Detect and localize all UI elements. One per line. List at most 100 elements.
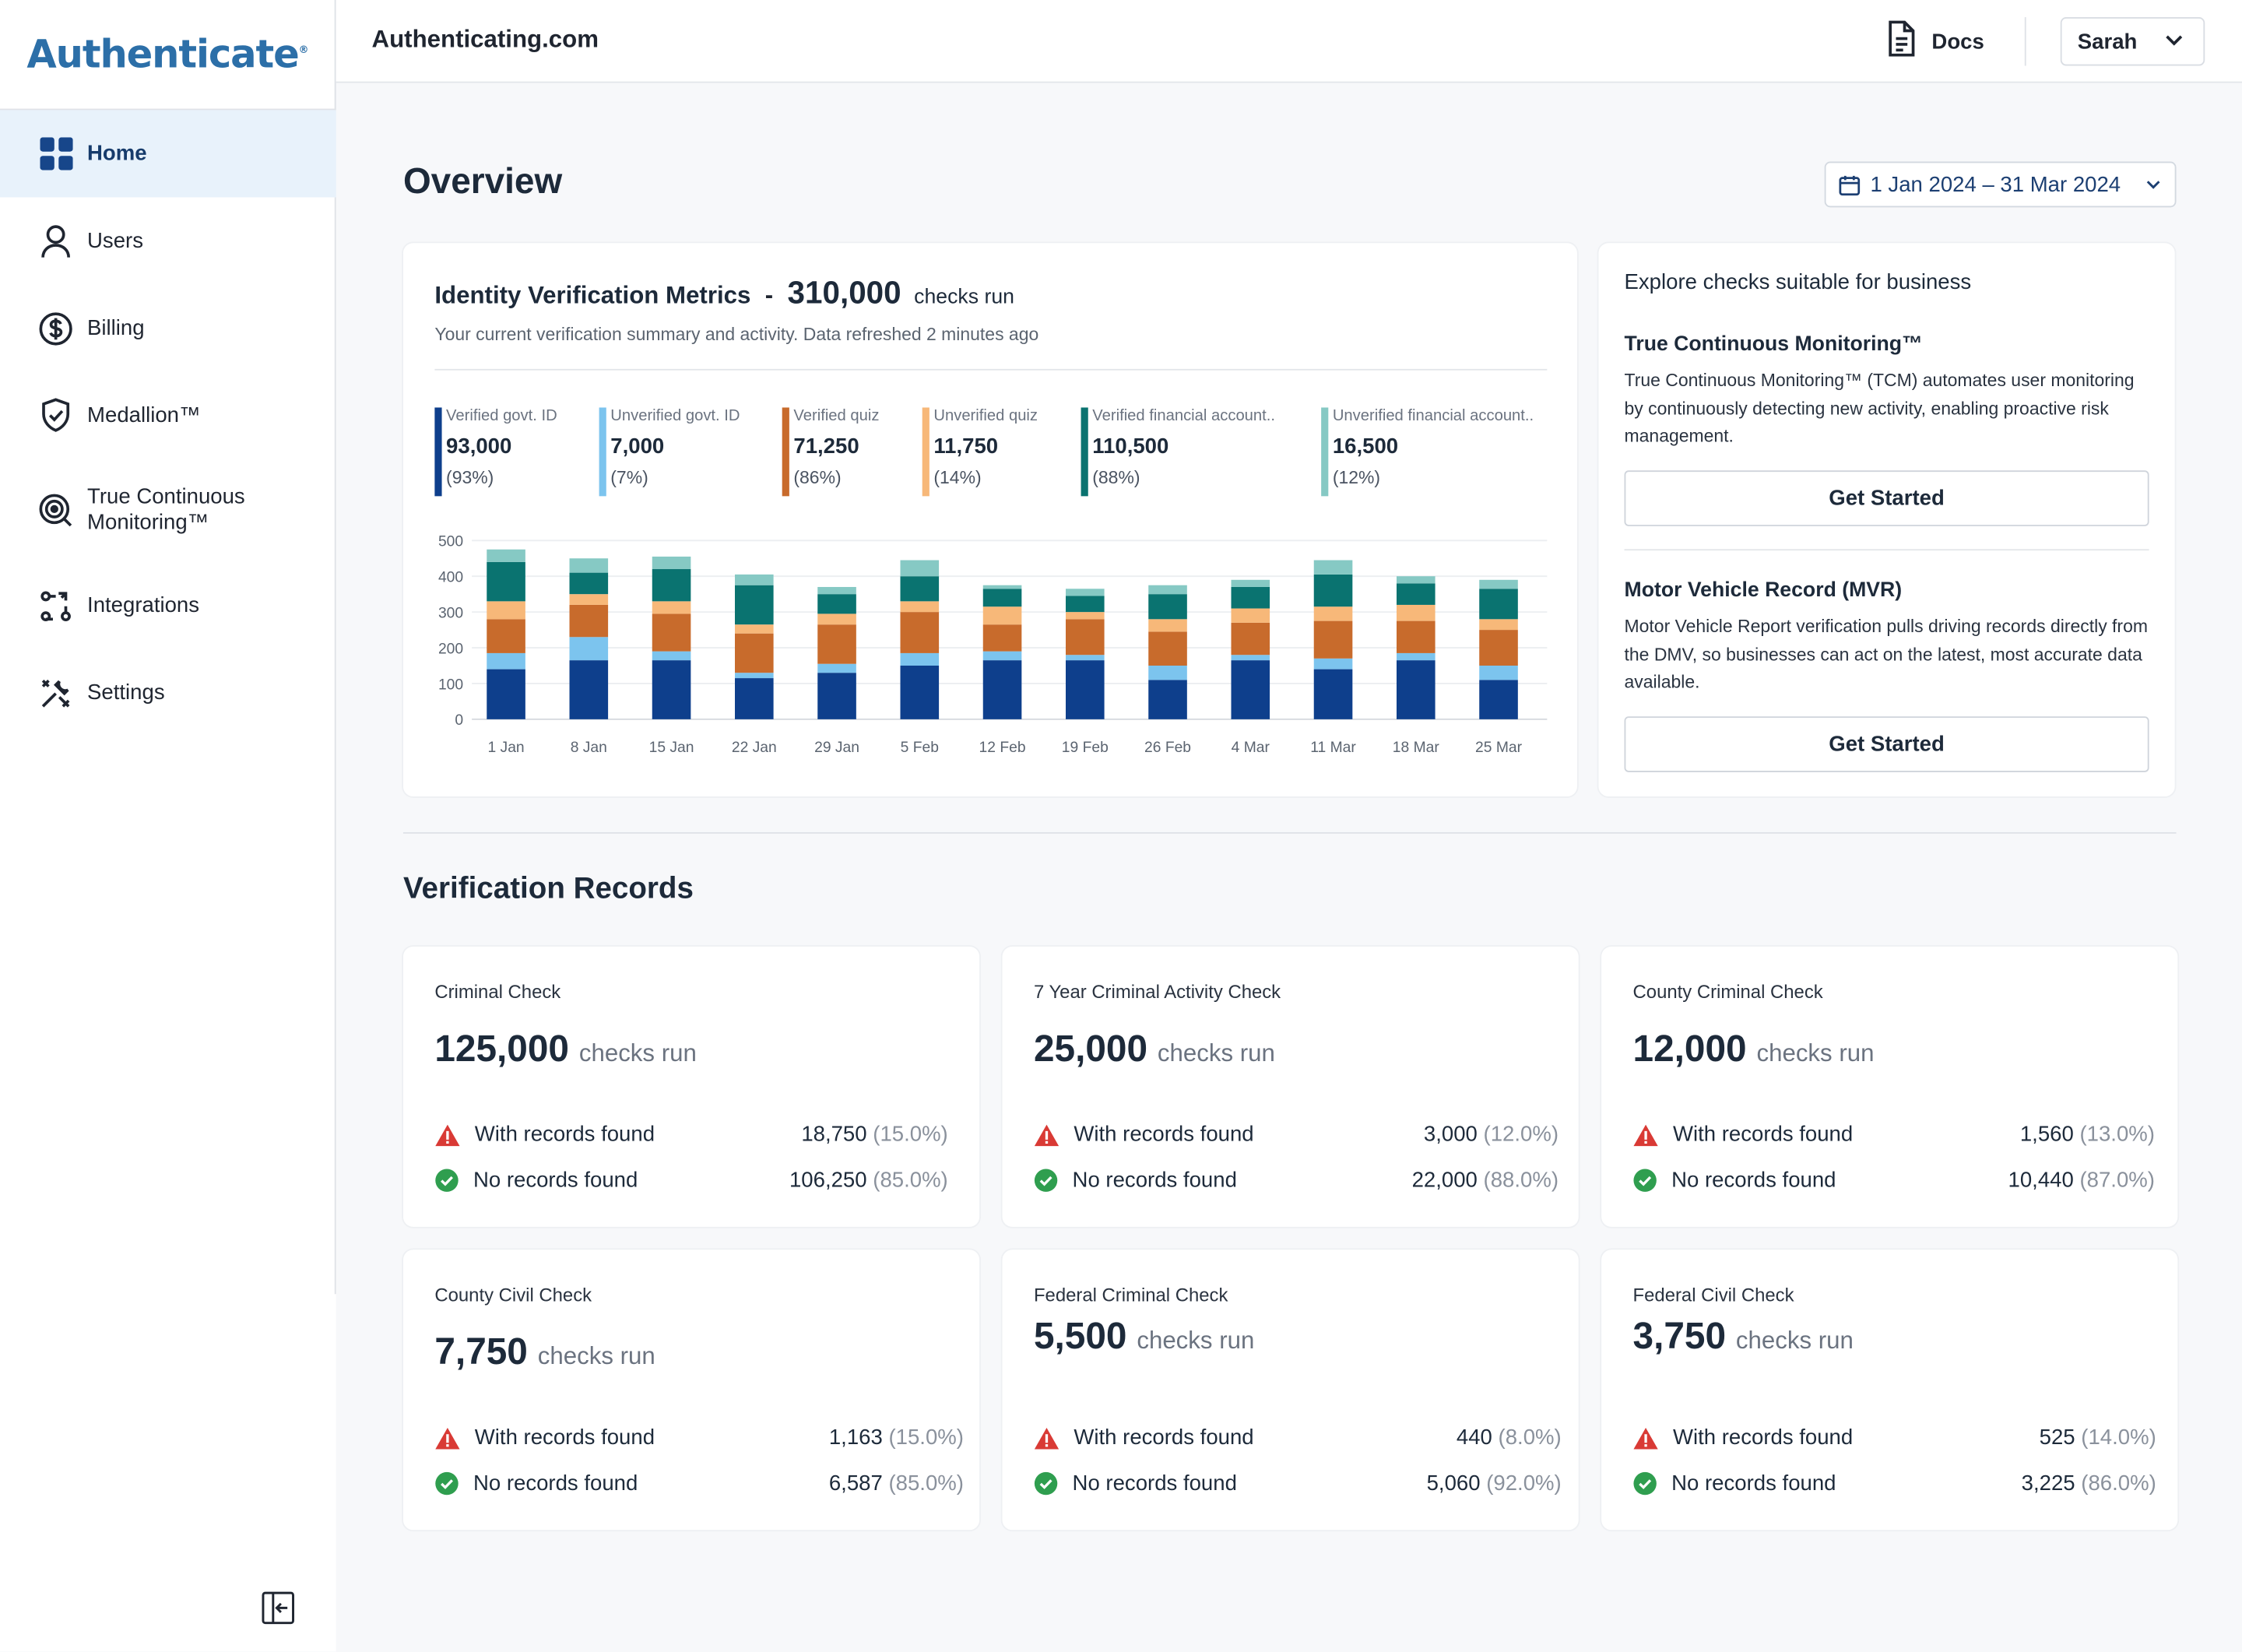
- found-value: 3,000 (12.0%): [1424, 1123, 1559, 1147]
- bar-segment: [1148, 680, 1187, 719]
- docs-button[interactable]: Docs: [1886, 20, 1984, 63]
- bar-segment: [1065, 660, 1105, 719]
- bar-segment: [652, 556, 691, 570]
- explore-checks-card: Explore checks suitable for business Tru…: [1598, 243, 2175, 797]
- legend-percent: (14%): [933, 467, 982, 488]
- sidebar-item-true-continuous-monitoring[interactable]: True Continuous Monitoring™: [0, 459, 336, 562]
- bar-segment: [1231, 655, 1270, 661]
- check-circle-icon: [435, 1169, 459, 1192]
- y-tick-label: 500: [438, 534, 463, 550]
- sidebar-item-medallion[interactable]: Medallion™: [0, 372, 336, 459]
- y-tick-label: 100: [438, 677, 463, 693]
- legend-swatch: [1321, 407, 1329, 497]
- records-found-row: With records found: [1034, 1425, 1254, 1450]
- tcm-get-started-button[interactable]: Get Started: [1624, 470, 2149, 526]
- bar-segment: [900, 601, 940, 613]
- bar-segment: [652, 660, 691, 719]
- mvr-offer-description: Motor Vehicle Report verification pulls …: [1624, 616, 2148, 692]
- legend-percent: (88%): [1092, 467, 1140, 488]
- collapse-sidebar-icon[interactable]: [262, 1591, 294, 1625]
- legend-label: Verified financial account..: [1092, 407, 1276, 425]
- bar-segment: [982, 589, 1022, 607]
- record-count-unit: checks run: [1157, 1039, 1275, 1067]
- found-label: With records found: [474, 1425, 655, 1450]
- mvr-get-started-button[interactable]: Get Started: [1624, 716, 2149, 772]
- found-value: 525 (14.0%): [2040, 1425, 2156, 1450]
- records-found-row: With records found: [434, 1123, 655, 1147]
- radar-icon: [37, 492, 75, 529]
- record-card-federal-civil-check[interactable]: Federal Civil Check 3,750 checks run With…: [1601, 1250, 2178, 1531]
- bar-segment: [735, 678, 774, 719]
- found-count: 1,163: [828, 1425, 883, 1450]
- bar-segment: [982, 651, 1022, 661]
- grid-icon: [37, 135, 75, 173]
- user-name: Sarah: [2077, 29, 2138, 54]
- metrics-title: Identity Verification Metrics: [434, 281, 751, 309]
- no-records-row: No records found: [434, 1169, 638, 1193]
- bar-segment: [1313, 620, 1353, 659]
- bar-segment: [1148, 619, 1187, 632]
- bar-segment: [900, 560, 940, 577]
- legend-item-unverified-financial-account: Unverified financial account.. 16,500 (1…: [1321, 407, 1534, 497]
- record-name: Federal Criminal Check: [1033, 1284, 1228, 1306]
- legend-swatch: [782, 407, 789, 497]
- record-count-unit: checks run: [537, 1342, 655, 1370]
- found-percent: (15.0%): [888, 1425, 964, 1450]
- record-count-unit: checks run: [1137, 1327, 1255, 1355]
- date-range-label: 1 Jan 2024 – 31 Mar 2024: [1870, 172, 2121, 197]
- x-tick-label: 25 Mar: [1475, 740, 1523, 756]
- bar-segment: [735, 574, 774, 585]
- records-found-row: With records found: [1034, 1123, 1254, 1147]
- warning-icon: [1034, 1123, 1060, 1146]
- found-percent: (12.0%): [1483, 1122, 1559, 1148]
- no-records-row: No records found: [1633, 1471, 1836, 1496]
- sidebar-item-settings[interactable]: Settings: [0, 649, 336, 736]
- warning-icon: [1633, 1123, 1658, 1146]
- sidebar-item-billing[interactable]: Billing: [0, 285, 336, 372]
- date-range-picker[interactable]: 1 Jan 2024 – 31 Mar 2024: [1824, 161, 2177, 208]
- record-count-value: 125,000: [434, 1026, 569, 1070]
- record-count: 125,000 checks run: [434, 1027, 696, 1071]
- sidebar-item-label: Medallion™: [87, 402, 201, 427]
- y-tick-label: 200: [438, 641, 463, 657]
- x-tick-label: 26 Feb: [1144, 740, 1191, 756]
- none-value: 10,440 (87.0%): [2008, 1169, 2155, 1193]
- bar-segment: [652, 651, 691, 661]
- check-circle-icon: [1034, 1471, 1058, 1496]
- found-percent: (13.0%): [2079, 1122, 2155, 1148]
- check-circle-icon: [1034, 1169, 1058, 1192]
- bar-segment: [735, 624, 774, 634]
- no-records-row: No records found: [1034, 1169, 1237, 1193]
- found-label: With records found: [1074, 1425, 1254, 1450]
- record-count: 3,750 checks run: [1633, 1314, 1854, 1359]
- warning-icon: [1034, 1427, 1060, 1449]
- user-menu-button[interactable]: Sarah: [2060, 17, 2205, 66]
- bar-segment: [1231, 660, 1270, 719]
- sidebar-item-users[interactable]: Users: [0, 197, 336, 284]
- legend-swatch: [599, 407, 606, 497]
- check-circle-icon: [435, 1471, 459, 1496]
- record-name: County Civil Check: [434, 1284, 592, 1306]
- none-count: 106,250: [789, 1168, 867, 1193]
- record-card-criminal-check[interactable]: Criminal Check 125,000 checks run With re…: [402, 946, 980, 1227]
- none-count: 22,000: [1411, 1168, 1478, 1193]
- y-tick-label: 400: [438, 570, 463, 586]
- sidebar-nav: Home Users Billing Medallion™: [0, 110, 336, 736]
- record-card-county-civil-check[interactable]: County Civil Check 7,750 checks run With …: [402, 1250, 980, 1531]
- found-label: With records found: [1672, 1425, 1854, 1450]
- bar-segment: [1065, 619, 1105, 656]
- sidebar-item-home[interactable]: Home: [0, 110, 336, 198]
- logo-area[interactable]: Authenticate®: [0, 0, 336, 111]
- record-card-7-year-criminal-activity-check[interactable]: 7 Year Criminal Activity Check 25,000 che…: [1002, 946, 1579, 1227]
- record-count-value: 12,000: [1632, 1026, 1747, 1070]
- sidebar-item-integrations[interactable]: Integrations: [0, 562, 336, 649]
- chevron-down-icon: [2166, 35, 2183, 46]
- legend-label: Unverified quiz: [933, 407, 1038, 425]
- sidebar-item-label: Users: [87, 227, 143, 253]
- record-card-federal-criminal-check[interactable]: Federal Criminal Check 5,500 checks run W…: [1002, 1250, 1579, 1531]
- bar-segment: [569, 604, 609, 638]
- user-icon: [37, 223, 75, 260]
- bar-segment: [487, 619, 525, 653]
- record-card-county-criminal-check[interactable]: County Criminal Check 12,000 checks run W…: [1601, 946, 2178, 1227]
- bar-segment: [487, 561, 525, 602]
